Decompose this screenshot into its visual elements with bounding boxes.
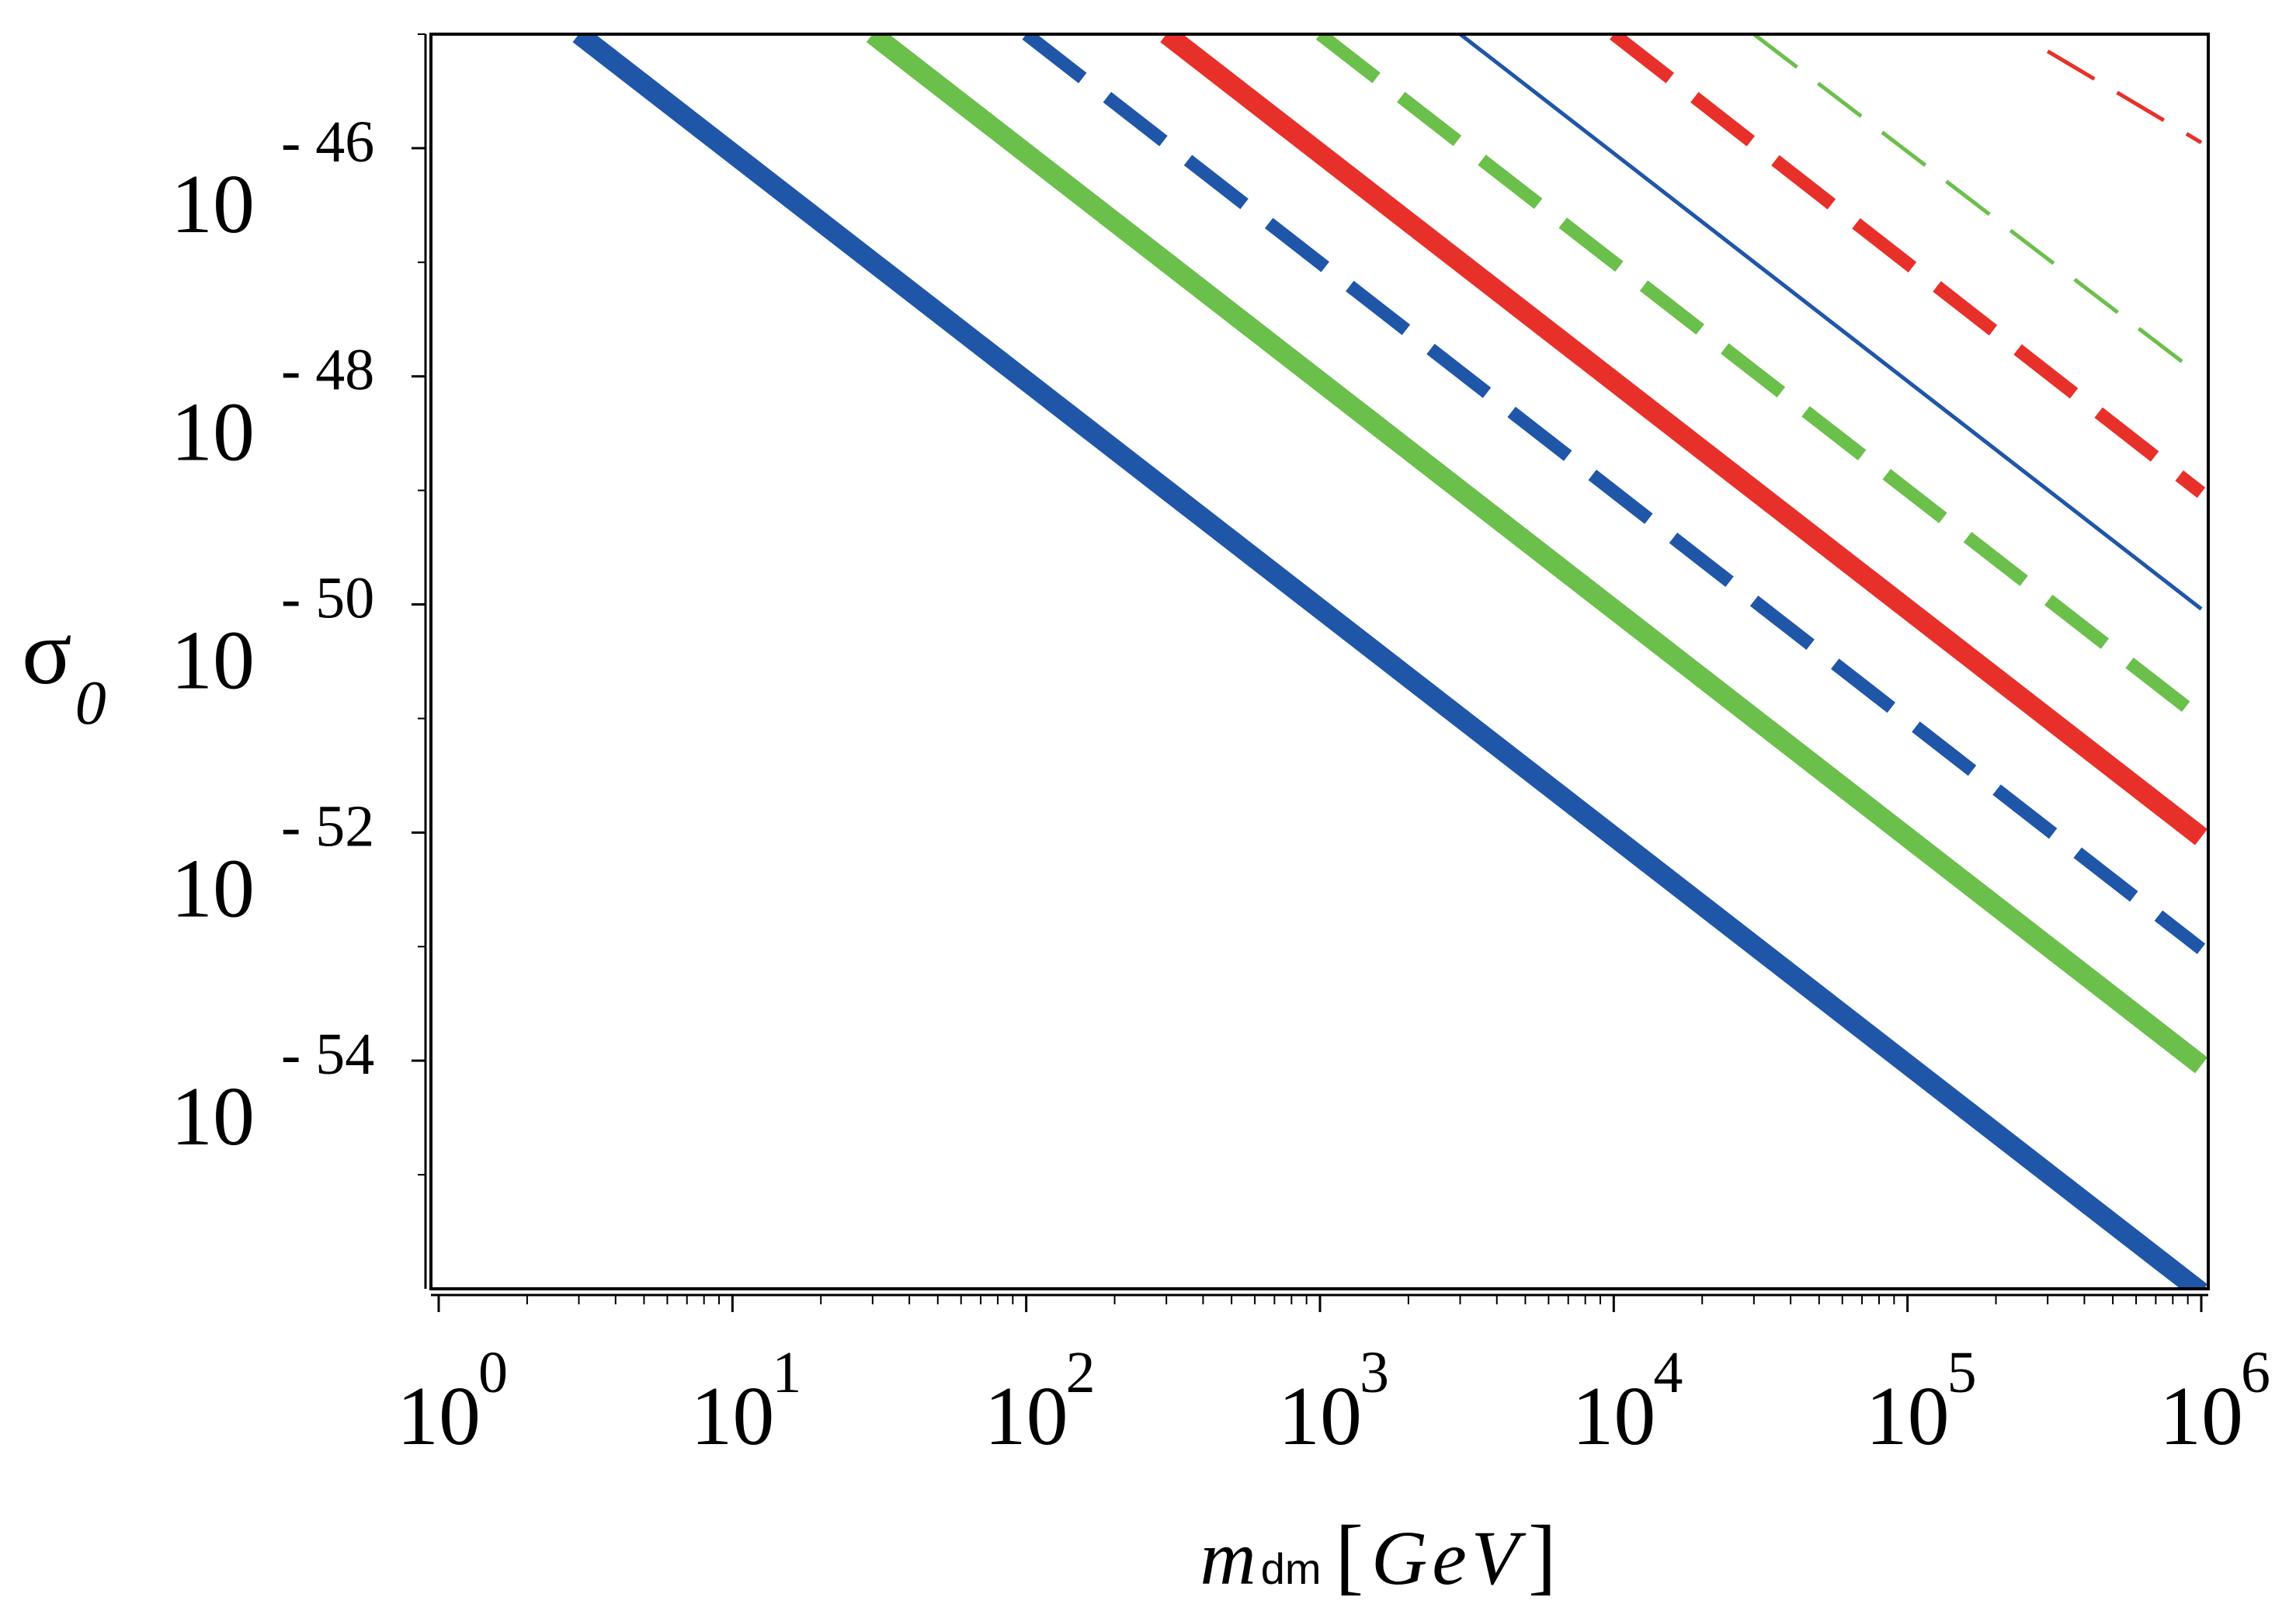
series-line-green-thin-dashed	[1752, 34, 2203, 378]
x-tick-label-exp: 0	[478, 1340, 508, 1405]
x-axis-label: m dm [GeV]	[1200, 1508, 1557, 1602]
x-axis-label-unit: GeV	[1371, 1515, 1527, 1601]
x-axis-label-bracket-close: ]	[1528, 1508, 1557, 1602]
y-axis-label: σ0	[22, 600, 106, 738]
y-tick-labels: 10 - 46 10 - 48 10 - 50 10 - 52 10 - 54	[171, 109, 374, 1163]
x-axis-label-sub: dm	[1261, 1544, 1322, 1593]
x-tick-label-base: 10	[2159, 1370, 2243, 1463]
series-line-green-medium-dashed	[1315, 34, 2206, 724]
series-line-red-medium-dashed	[1610, 34, 2206, 498]
y-tick-label-exp: - 46	[281, 109, 374, 175]
x-tick-label-base: 10	[1572, 1370, 1655, 1463]
series-line-red-thick-solid	[1160, 34, 2207, 845]
y-axis-label-main: σ	[22, 600, 72, 703]
series-layer	[572, 34, 2207, 1289]
series-line-green-thick-solid	[866, 34, 2207, 1074]
x-axis-label-main: m	[1200, 1515, 1256, 1601]
x-axis-label-bracket-open: [	[1336, 1508, 1364, 1602]
x-tick-label-exp: 5	[1947, 1340, 1977, 1405]
x-tick-label-exp: 4	[1653, 1340, 1683, 1405]
y-tick-label-base: 10	[171, 842, 255, 935]
y-tick-label-base: 10	[171, 158, 255, 251]
x-tick-label-base: 10	[690, 1370, 774, 1463]
y-tick-label-base: 10	[171, 1071, 255, 1163]
x-tick-label-exp: 6	[2241, 1340, 2270, 1405]
x-tick-label-exp: 3	[1360, 1340, 1389, 1405]
x-tick-label-base: 10	[1278, 1370, 1362, 1463]
y-tick-label-exp: - 52	[281, 793, 374, 859]
x-tick-label-exp: 2	[1066, 1340, 1096, 1405]
y-tick-label-base: 10	[171, 387, 255, 479]
x-tick-label-exp: 1	[772, 1340, 801, 1405]
plot-frame	[429, 33, 2210, 1290]
series-line-blue-medium-dashed	[1022, 34, 2206, 954]
x-tick-label-base: 10	[1866, 1370, 1950, 1463]
series-line-blue-thin-solid	[1458, 34, 2203, 611]
y-axis-label-sub: 0	[75, 669, 106, 738]
x-tick-label-base: 10	[985, 1370, 1068, 1463]
y-tick-label-exp: - 54	[281, 1022, 374, 1087]
ticks-layer	[412, 33, 2203, 1312]
y-tick-label-exp: - 50	[281, 566, 374, 631]
series-line-red-thin-dashed	[2046, 49, 2203, 144]
series-line-blue-thick-solid	[572, 34, 2207, 1289]
y-tick-label-base: 10	[171, 615, 255, 707]
x-tick-labels: 100 101 102 103 104 105 106	[397, 1340, 2270, 1463]
y-tick-label-exp: - 48	[281, 338, 374, 403]
x-tick-label-base: 10	[397, 1370, 481, 1463]
